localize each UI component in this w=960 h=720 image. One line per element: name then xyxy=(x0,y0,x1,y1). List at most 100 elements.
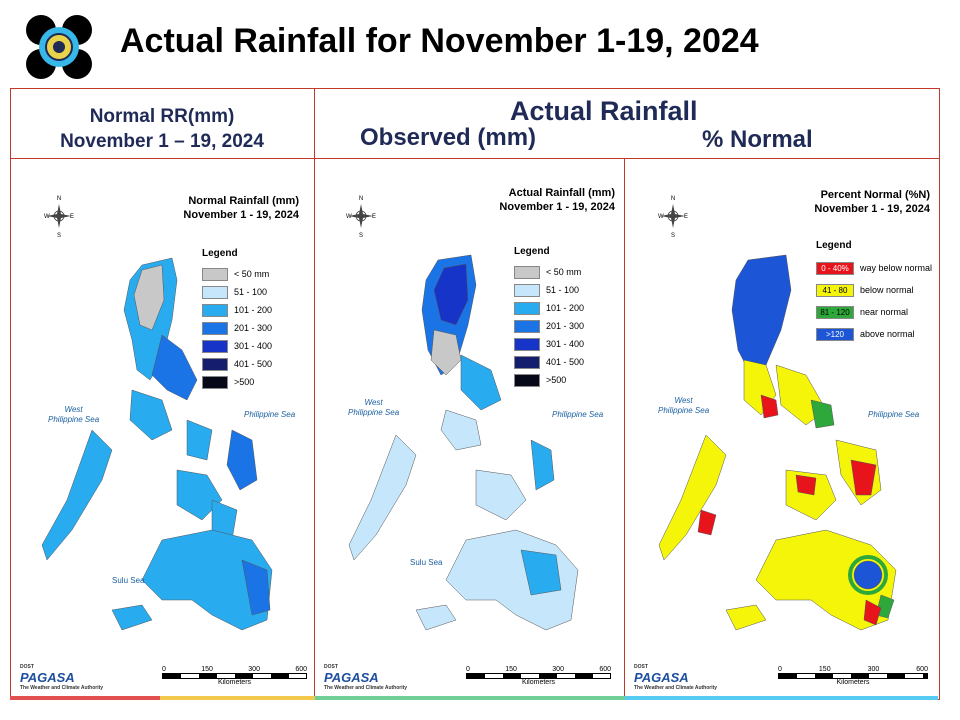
scale-tick: 300 xyxy=(552,666,564,673)
pagasa-tagline: The Weather and Climate Authority xyxy=(634,685,718,691)
percent-map-title-line1: Percent Normal (%N) xyxy=(820,189,930,201)
pagasa-brand: DOST PAGASA The Weather and Climate Auth… xyxy=(634,664,717,691)
legend-swatch xyxy=(514,355,540,369)
percent-normal-header: % Normal xyxy=(702,126,813,153)
compass-n: N xyxy=(671,196,675,202)
legend-swatch xyxy=(514,265,540,279)
normal-rainfall-map xyxy=(41,257,273,631)
legend-item: 81 - 120 near normal xyxy=(816,301,932,323)
scale-unit: Kilometers xyxy=(836,679,870,686)
scale-tick: 150 xyxy=(505,666,517,673)
scale-bar: 0 150 300 600 Kilometers xyxy=(778,666,928,686)
legend-swatch xyxy=(202,285,228,299)
compass-s: S xyxy=(57,233,61,239)
actual-map-title: Actual Rainfall (mm) November 1 - 19, 20… xyxy=(499,186,615,214)
scale-tick: 600 xyxy=(295,666,307,673)
percent-map-title-line2: November 1 - 19, 2024 xyxy=(814,203,930,215)
normal-header: Normal RR(mm) November 1 – 19, 2024 xyxy=(12,104,312,154)
legend-swatch xyxy=(202,339,228,353)
legend-item: 101 - 200 xyxy=(514,299,584,317)
compass-e: E xyxy=(70,214,74,220)
legend-label: 301 - 400 xyxy=(546,339,585,349)
legend-label: 101 - 200 xyxy=(234,305,273,315)
philippine-sea-label: Philippine Sea xyxy=(244,410,296,419)
legend-label: 101 - 200 xyxy=(546,303,585,313)
legend-label: 201 - 300 xyxy=(234,323,273,333)
scale-ticks: 0 150 300 600 xyxy=(466,666,611,673)
legend-label: < 50 mm xyxy=(546,267,582,277)
scale-bar: 0 150 300 600 Kilometers xyxy=(466,666,611,686)
dost-label: DOST xyxy=(324,664,338,670)
scale-bar: 0 150 300 600 Kilometers xyxy=(162,666,307,686)
legend-item: 51 - 100 xyxy=(202,283,272,301)
legend-swatch xyxy=(514,319,540,333)
sulu-sea-label: Sulu Sea xyxy=(410,558,443,567)
legend-item: >500 xyxy=(514,371,584,389)
scale-graphic xyxy=(466,673,611,679)
pagasa-label: PAGASA xyxy=(20,670,75,685)
legend-swatch xyxy=(202,321,228,335)
pagasa-brand: DOST PAGASA The Weather and Climate Auth… xyxy=(324,664,407,691)
scale-tick: 600 xyxy=(599,666,611,673)
legend-item: 201 - 300 xyxy=(202,319,272,337)
west-sea-line2: Philippine Sea xyxy=(48,415,100,424)
normal-map-title-line2: November 1 - 19, 2024 xyxy=(183,209,299,221)
compass-icon: N W E S xyxy=(658,196,688,239)
divider-header xyxy=(10,158,940,159)
legend-swatch: 81 - 120 xyxy=(816,305,854,319)
legend-label: 201 - 300 xyxy=(546,321,585,331)
actual-rainfall-panel: Actual Rainfall (mm) November 1 - 19, 20… xyxy=(316,160,623,700)
compass-n: N xyxy=(57,196,61,202)
bottom-bar-green xyxy=(315,696,625,700)
bottom-bar-blue xyxy=(625,696,938,700)
legend-item: 51 - 100 xyxy=(514,281,584,299)
philippine-sea-label: Philippine Sea xyxy=(552,410,604,419)
legend-label: near normal xyxy=(860,307,909,317)
legend-item: 401 - 500 xyxy=(202,355,272,373)
west-philippine-sea-label: West Philippine Sea xyxy=(48,405,99,425)
pagasa-label: PAGASA xyxy=(324,670,379,685)
scale-tick: 150 xyxy=(818,666,831,673)
legend-label: 51 - 100 xyxy=(546,285,580,295)
legend-item: < 50 mm xyxy=(514,263,584,281)
bottom-bar-red xyxy=(10,696,160,700)
scale-tick: 0 xyxy=(162,666,166,673)
pagasa-tagline: The Weather and Climate Authority xyxy=(324,685,408,691)
compass-e: E xyxy=(372,214,376,220)
legend-label: 51 - 100 xyxy=(234,287,268,297)
pagasa-tagline: The Weather and Climate Authority xyxy=(20,685,104,691)
scale-tick: 300 xyxy=(867,666,880,673)
dost-label: DOST xyxy=(20,664,34,670)
normal-header-line1: Normal RR(mm) xyxy=(89,106,235,127)
legend-label: way below normal xyxy=(860,263,933,273)
compass-icon: N W E S xyxy=(346,196,376,239)
legend-swatch: 41 - 80 xyxy=(816,283,854,297)
actual-map-title-line1: Actual Rainfall (mm) xyxy=(508,187,615,199)
philippine-sea-label: Philippine Sea xyxy=(868,410,920,419)
west-sea-line2: Philippine Sea xyxy=(658,406,710,415)
actual-legend: Legend < 50 mm 51 - 100 101 - 200 201 - … xyxy=(514,246,584,389)
scale-ticks: 0 150 300 600 xyxy=(778,666,928,673)
pagasa-logo-icon xyxy=(26,15,92,79)
legend-swatch: >120 xyxy=(816,327,854,341)
observed-header: Observed (mm) xyxy=(360,124,537,151)
actual-rainfall-map xyxy=(348,254,579,631)
percent-map-title: Percent Normal (%N) November 1 - 19, 202… xyxy=(814,188,930,216)
page-title: Actual Rainfall for November 1-19, 2024 xyxy=(120,22,759,60)
scale-ticks: 0 150 300 600 xyxy=(162,666,307,673)
scale-tick: 150 xyxy=(201,666,213,673)
legend-item: 101 - 200 xyxy=(202,301,272,319)
legend-swatch xyxy=(514,283,540,297)
legend-swatch xyxy=(202,303,228,317)
legend-label: < 50 mm xyxy=(234,269,270,279)
scale-tick: 0 xyxy=(778,666,782,673)
west-sea-line1: West xyxy=(64,405,83,414)
west-sea-line2: Philippine Sea xyxy=(348,408,400,417)
divider-right xyxy=(624,158,625,700)
normal-header-line2: November 1 – 19, 2024 xyxy=(60,131,264,152)
bottom-bar-yellow xyxy=(160,696,315,700)
normal-rainfall-panel: Normal Rainfall (mm) November 1 - 19, 20… xyxy=(12,160,313,700)
divider-left xyxy=(314,88,315,700)
compass-e: E xyxy=(684,214,688,220)
percent-normal-map xyxy=(658,254,897,631)
